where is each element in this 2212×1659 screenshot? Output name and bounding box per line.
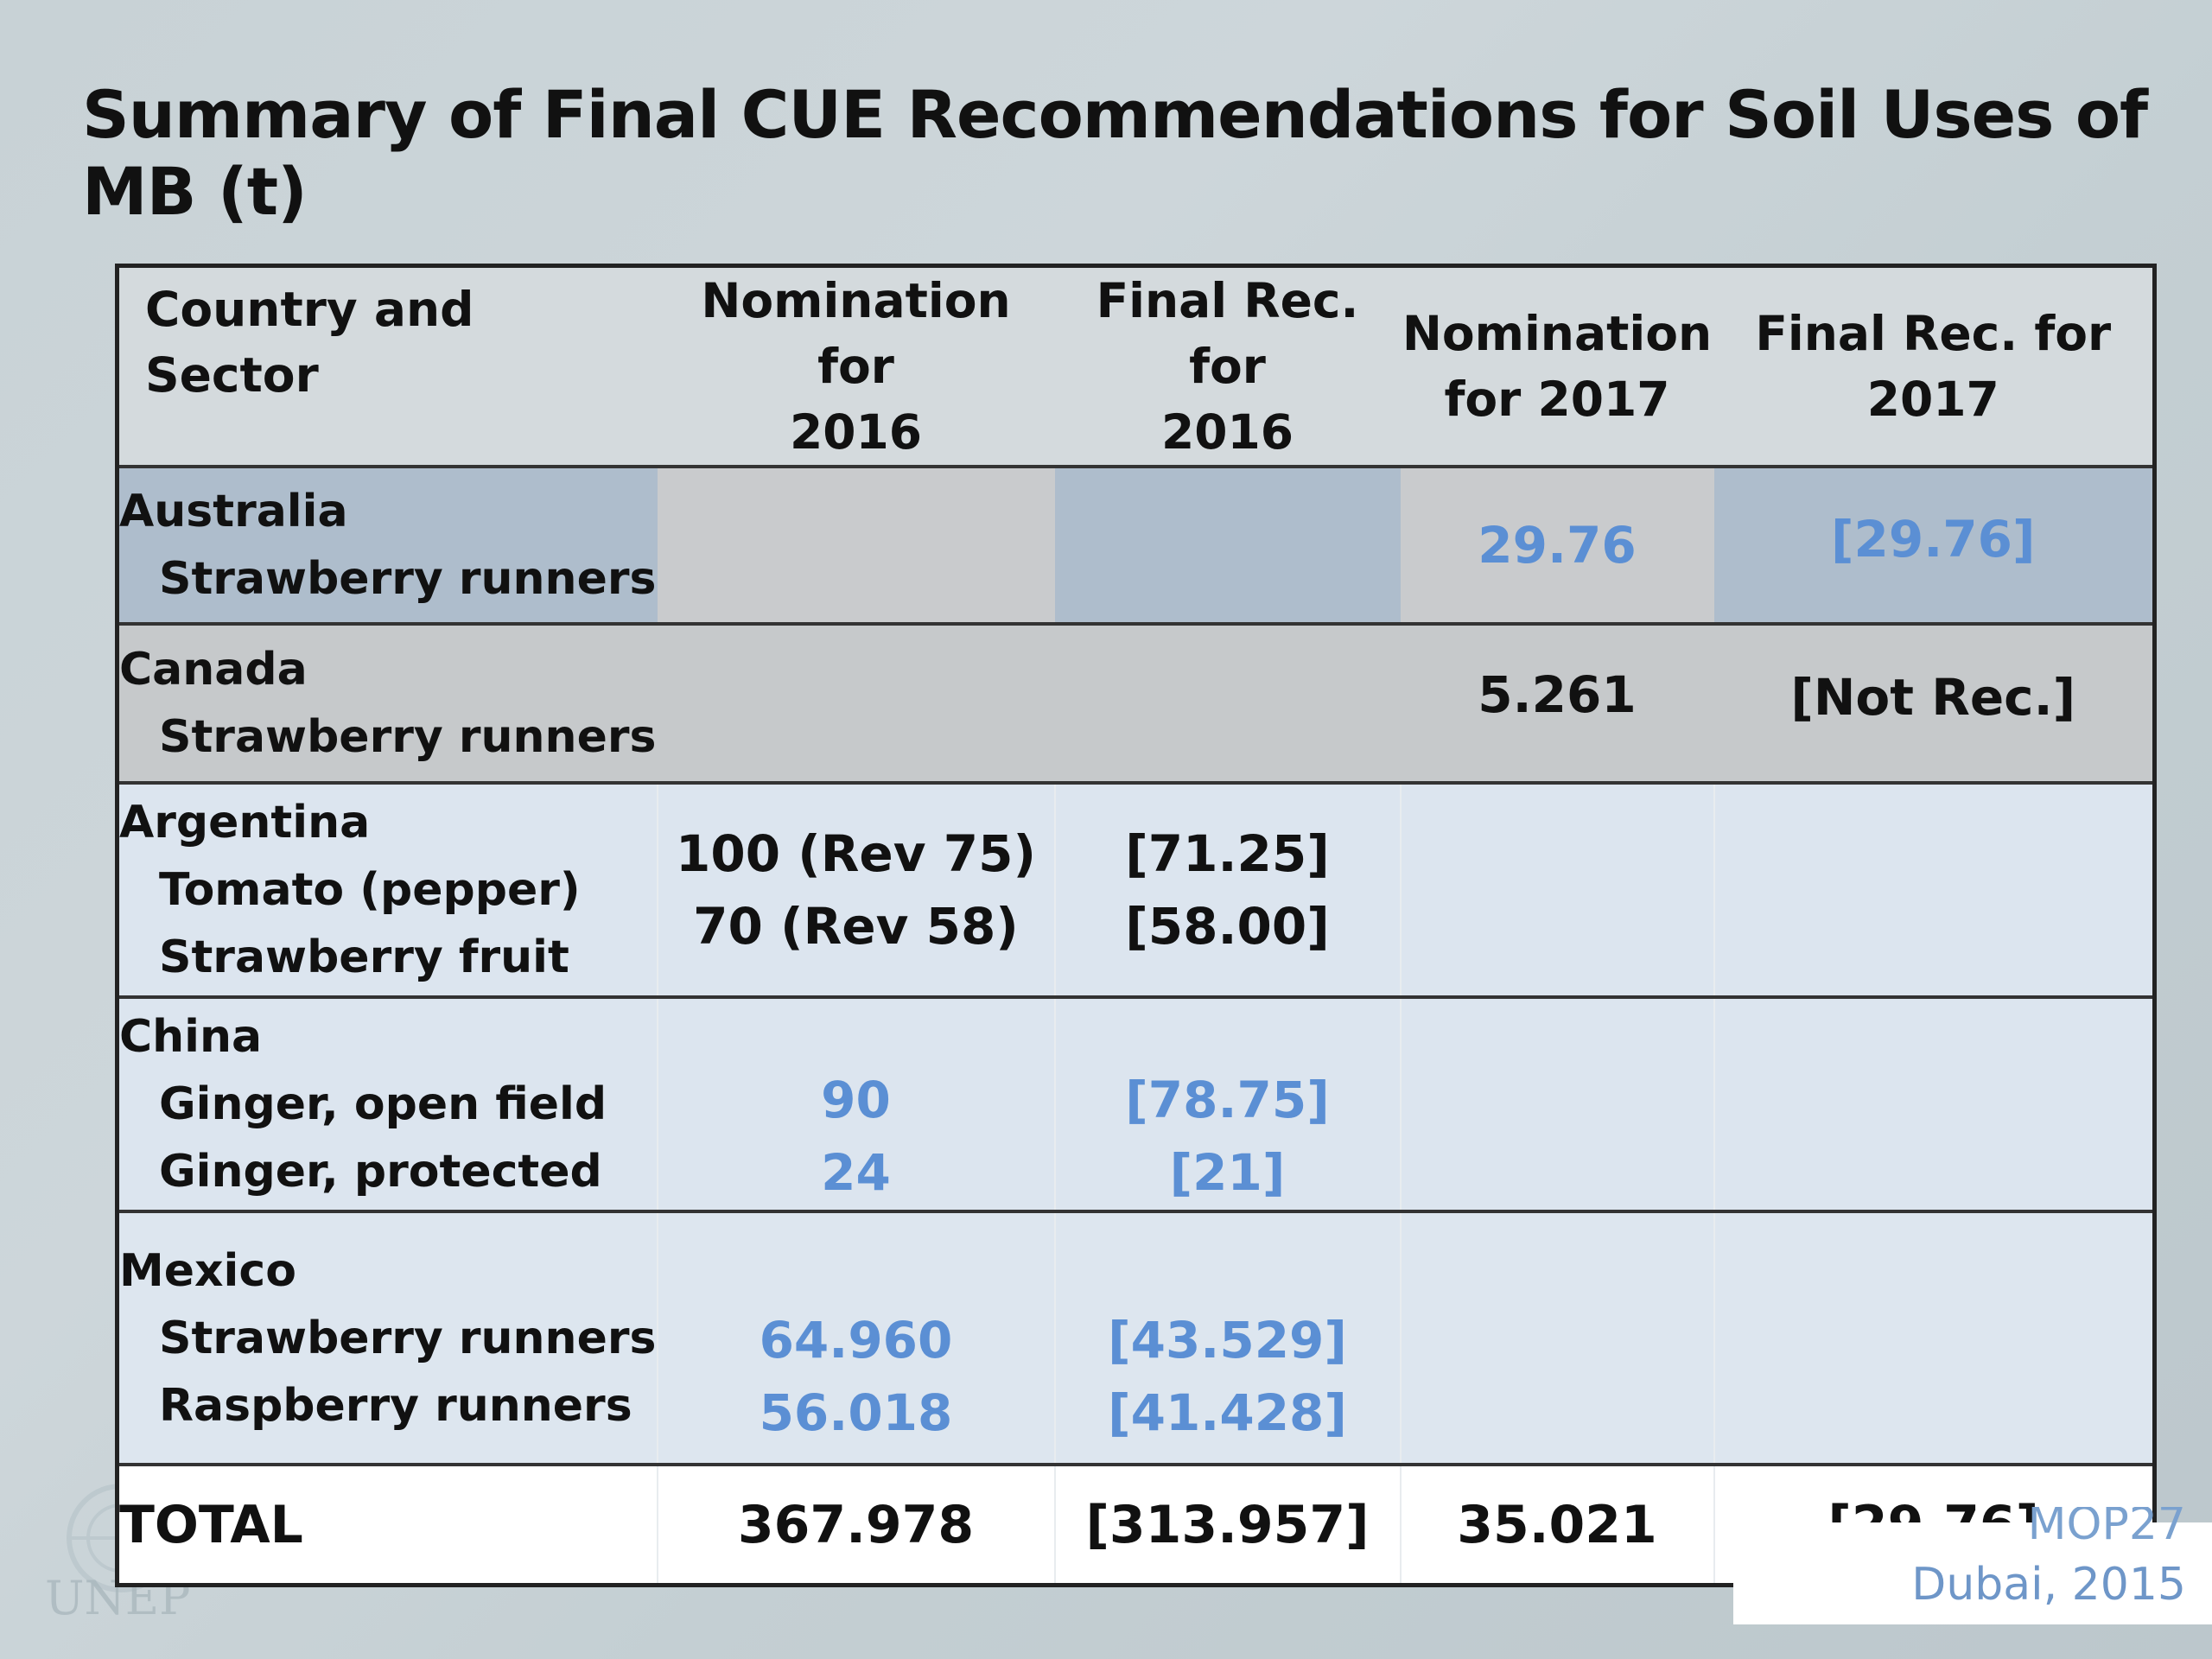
empty-cell [1400, 1211, 1715, 1465]
table-header-row: Country and Sector Nomination for 2016 Fi… [117, 265, 2155, 468]
slide-title: Summary of Final CUE Recommendations for… [82, 76, 2148, 230]
sector-cell-mexico: Mexico Strawberry runners Raspberry runn… [117, 1211, 658, 1465]
header-country-sector: Country and Sector [117, 265, 658, 468]
table-row-china: China Ginger, open field Ginger, protect… [117, 997, 2155, 1211]
value-cell: 64.960 56.018 [657, 1211, 1056, 1465]
value-text: [58.00] [1125, 897, 1330, 956]
value-cell: 100 (Rev 75) 70 (Rev 58) [657, 783, 1056, 997]
value-cell: 90 24 [657, 997, 1056, 1211]
sector-label: Strawberry runners [159, 711, 657, 763]
value-text: [71.25] [1125, 824, 1330, 883]
country-label: China [119, 1011, 263, 1063]
country-label: Australia [119, 486, 348, 537]
sector-cell-canada: Canada Strawberry runners [118, 624, 658, 783]
value-text: 24 [821, 1143, 891, 1202]
country-label: Canada [119, 644, 308, 696]
value-text: 56.018 [759, 1382, 953, 1442]
value-text: 100 (Rev 75) [676, 824, 1036, 883]
footer-box: MOP27 Dubai, 2015 [1733, 1507, 2212, 1624]
header-nomination-2017: Nomination for 2017 [1400, 265, 1714, 468]
total-label: TOTAL [117, 1465, 658, 1586]
value-cell: [29.76] [1713, 467, 2155, 624]
empty-cell [1055, 624, 1401, 783]
sector-label: Ginger, open field [159, 1078, 607, 1130]
value-cell: 5.261 [1478, 665, 1637, 724]
empty-cell [1054, 467, 1401, 624]
table-row-argentina: Argentina Tomato (pepper) Strawberry fru… [117, 783, 2155, 997]
sector-cell-argentina: Argentina Tomato (pepper) Strawberry fru… [117, 783, 658, 997]
total-nomination-2016: 367.978 [657, 1465, 1056, 1586]
cue-summary-table: Country and Sector Nomination for 2016 Fi… [115, 264, 2157, 1587]
value-text: [21] [1169, 1143, 1286, 1202]
table-row-mexico: Mexico Strawberry runners Raspberry runn… [117, 1211, 2155, 1465]
value-cell: 29.76 [1400, 467, 1714, 624]
table-row-australia: Australia Strawberry runners 29.76 [29.7… [117, 467, 2155, 624]
total-nomination-2017: 35.021 [1400, 1465, 1715, 1586]
value-cell: [78.75] [21] [1054, 997, 1402, 1211]
empty-cell [658, 624, 1055, 783]
header-nomination-2016: Nomination for 2016 [657, 265, 1055, 468]
empty-cell [1400, 997, 1715, 1211]
footer-place: Dubai, 2015 [1911, 1559, 2186, 1611]
value-text: [43.529] [1108, 1310, 1347, 1370]
value-text: [78.75] [1125, 1071, 1330, 1129]
value-text: 70 (Rev 58) [693, 897, 1019, 956]
value-text: 64.960 [759, 1310, 953, 1370]
country-label: Argentina [119, 797, 371, 849]
total-final-rec-2016: [313.957] [1054, 1465, 1402, 1586]
value-cell: [43.529] [41.428] [1054, 1211, 1402, 1465]
empty-cell [1714, 783, 2155, 997]
value-text: 90 [821, 1071, 891, 1129]
sector-label: Tomato (pepper) [159, 864, 581, 916]
sector-label: Strawberry runners [159, 1312, 657, 1364]
sector-label: Strawberry fruit [159, 931, 569, 983]
empty-cell [1714, 997, 2155, 1211]
value-text: [41.428] [1108, 1382, 1347, 1442]
value-cell: [71.25] [58.00] [1054, 783, 1402, 997]
sector-cell-china: China Ginger, open field Ginger, protect… [117, 997, 658, 1211]
value-cell: [Not Rec.] [1790, 668, 2076, 727]
empty-cell [657, 467, 1055, 624]
footer-meeting: MOP27 [2027, 1507, 2186, 1548]
header-final-rec-2016: Final Rec. for 2016 [1054, 265, 1401, 468]
sector-label: Ginger, protected [159, 1146, 602, 1198]
empty-cell [1714, 1211, 2155, 1465]
table-row-canada: Canada Strawberry runners 5.261 [Not Rec… [117, 624, 2155, 783]
sector-cell-australia: Australia Strawberry runners [117, 467, 658, 624]
sector-label: Raspberry runners [159, 1379, 632, 1432]
country-label: Mexico [119, 1244, 296, 1297]
sector-label: Strawberry runners [159, 553, 657, 605]
empty-cell [1400, 783, 1715, 997]
header-final-rec-2017: Final Rec. for 2017 [1713, 265, 2155, 468]
